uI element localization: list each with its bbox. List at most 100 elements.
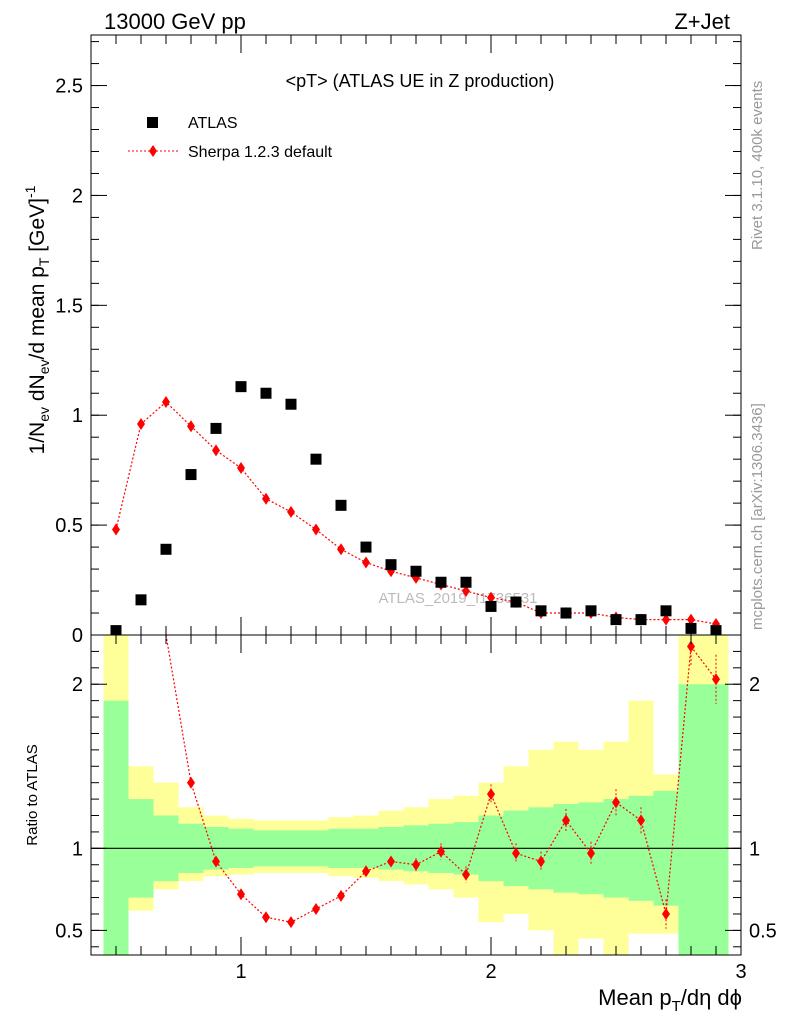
ratio-sherpa-point (462, 868, 470, 881)
ratio-sherpa-point (237, 888, 245, 901)
rivet-label: Rivet 3.1.10, 400k events (749, 81, 766, 250)
atlas-point (385, 559, 397, 571)
ratio-sherpa-point (437, 845, 445, 858)
atlas-point (260, 387, 272, 399)
sherpa-point (237, 461, 245, 474)
main-y-tick-label: 0 (72, 625, 83, 647)
legend: ATLAS Sherpa 1.2.3 default (128, 115, 333, 161)
sherpa-point (212, 444, 220, 457)
sherpa-point (112, 523, 120, 536)
ratio-y-tick-label-right: 2 (749, 674, 760, 696)
main-panel: 0 0.5 1 1.5 2 2.5 <pT> (ATLAS UE in Z product… (22, 34, 742, 647)
atlas-point (110, 625, 122, 637)
main-y-axis: 0 0.5 1 1.5 2 2.5 (55, 41, 741, 647)
header-right-label: Z+Jet (674, 9, 730, 34)
atlas-point (335, 499, 347, 511)
ratio-sherpa-point (662, 907, 670, 920)
ratio-sherpa-point (187, 776, 195, 789)
atlas-point (610, 614, 622, 626)
ratio-y-axis-title: Ratio to ATLAS (24, 744, 41, 845)
atlas-point (510, 596, 522, 608)
sherpa-point (312, 523, 320, 536)
sherpa-point (187, 420, 195, 433)
sherpa-point (662, 613, 670, 626)
legend-atlas-marker (147, 117, 158, 128)
sherpa-point (337, 543, 345, 556)
main-y-axis-title: 1/Nev dNev/d mean pT [GeV]-1 (22, 185, 52, 454)
ratio-sherpa-point (362, 865, 370, 878)
main-y-tick-label: 1.5 (55, 295, 83, 317)
atlas-point (560, 607, 572, 619)
atlas-point (235, 381, 247, 393)
atlas-point (285, 398, 297, 410)
ratio-y-tick-label: 1 (72, 838, 83, 860)
inner-band-bin (703, 684, 729, 955)
main-y-tick-label: 1 (72, 405, 83, 427)
ratio-panel: 0.5 0.5 1 1 2 2 1 2 3 Ratio to ATLAS Mean pT/dη… (24, 634, 777, 1015)
ratio-y-tick-label-right: 0.5 (749, 920, 777, 942)
main-y-tick-label: 2 (72, 185, 83, 207)
atlas-point (460, 576, 472, 588)
ratio-sherpa-point (537, 855, 545, 868)
uncertainty-bands (103, 635, 729, 955)
header-left-label: 13000 GeV pp (104, 9, 246, 34)
x-tick-label: 3 (735, 961, 746, 983)
data-markers (110, 381, 722, 637)
atlas-point (160, 543, 172, 555)
sherpa-point (137, 418, 145, 431)
ratio-sherpa-point (712, 673, 720, 686)
atlas-point (485, 600, 497, 612)
atlas-point (535, 605, 547, 617)
ratio-sherpa-point (412, 858, 420, 871)
atlas-point (135, 594, 147, 606)
ratio-y-tick-label: 2 (72, 674, 83, 696)
mcplots-label: mcplots.cern.ch [arXiv:1306.3436] (749, 403, 766, 630)
atlas-point (685, 622, 697, 634)
ratio-sherpa-point (487, 788, 495, 801)
inner-band-bin (678, 684, 704, 955)
ratio-sherpa-point (262, 911, 270, 924)
atlas-point (660, 605, 672, 617)
sherpa-point (687, 613, 695, 626)
ratio-x-axis: 1 2 3 (115, 635, 747, 983)
x-tick-label: 1 (235, 961, 246, 983)
atlas-point (585, 605, 597, 617)
ratio-sherpa-point (212, 855, 220, 868)
x-tick-label: 2 (485, 961, 496, 983)
ratio-y-tick-label: 0.5 (55, 920, 83, 942)
ratio-sherpa-point (612, 796, 620, 809)
sherpa-point (462, 585, 470, 598)
atlas-point (635, 614, 647, 626)
ratio-sherpa-point (637, 814, 645, 827)
atlas-point (435, 576, 447, 588)
ratio-sherpa-point (562, 814, 570, 827)
ratio-y-axis: 0.5 0.5 1 1 2 2 (55, 650, 777, 948)
atlas-point (410, 565, 422, 577)
sherpa-point (262, 492, 270, 505)
ratio-sherpa-point (287, 916, 295, 929)
main-title: <pT> (ATLAS UE in Z production) (286, 71, 555, 91)
sherpa-point (162, 396, 170, 409)
atlas-point (360, 541, 372, 553)
atlas-point (185, 469, 197, 481)
atlas-point (710, 625, 722, 637)
ratio-sherpa-point (512, 847, 520, 860)
ratio-sherpa-point (687, 640, 695, 653)
x-axis-title: Mean pT/dη dϕ (598, 985, 742, 1015)
ratio-y-tick-label-right: 1 (749, 838, 760, 860)
main-y-tick-label: 2.5 (55, 76, 83, 98)
sherpa-point (362, 556, 370, 569)
ratio-mc-markers (187, 635, 720, 929)
ratio-sherpa-point (337, 889, 345, 902)
watermark-label: ATLAS_2019_I1736531 (378, 590, 537, 607)
main-y-tick-label: 0.5 (55, 515, 83, 537)
legend-atlas-label: ATLAS (188, 115, 238, 132)
ratio-sherpa-point (587, 847, 595, 860)
inner-band-bin (103, 700, 129, 955)
ratio-sherpa-point (312, 903, 320, 916)
atlas-point (210, 422, 222, 434)
sherpa-point (287, 505, 295, 518)
ratio-sherpa-point (387, 855, 395, 868)
legend-sherpa-marker (149, 145, 157, 157)
